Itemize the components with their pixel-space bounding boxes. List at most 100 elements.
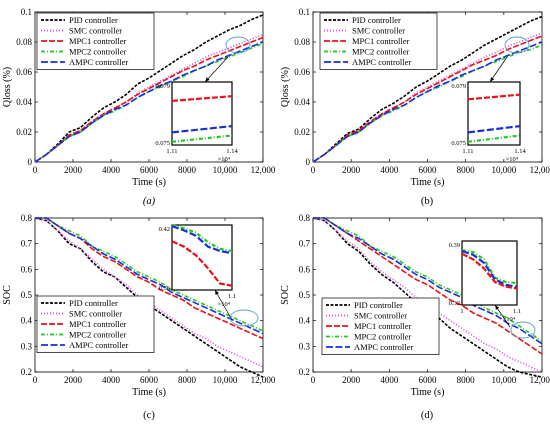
x-tick-label: 2000 xyxy=(342,165,361,175)
y-tick-label: 0.02 xyxy=(294,127,310,137)
x-axis-label: Time (s) xyxy=(132,177,166,188)
inset-y-tick-top: 0.39 xyxy=(449,242,460,249)
x-tick-label: 8000 xyxy=(178,375,197,385)
x-tick-label: 0 xyxy=(33,375,38,385)
legend-label-mpc2: MPC2 controller xyxy=(69,47,127,57)
legend-box xyxy=(319,12,438,70)
x-tick-label: 6000 xyxy=(140,375,159,385)
y-tick-label: 0.3 xyxy=(21,341,33,351)
legend-label-mpc1: MPC1 controller xyxy=(69,319,127,329)
x-tick-label: 12,000 xyxy=(530,165,550,175)
legend-label-smc: SMC controller xyxy=(352,26,405,36)
x-axis-label: Time (s) xyxy=(132,387,166,398)
inset-x-tick-label: 1.14 xyxy=(514,148,526,155)
legend-label-pid: PID controller xyxy=(352,15,401,25)
x-tick-label: 8000 xyxy=(457,375,476,385)
y-tick-label: 0.04 xyxy=(294,97,310,107)
legend-label-mpc1: MPC1 controller xyxy=(352,36,410,46)
series-line-ampc xyxy=(312,41,543,163)
legend-box xyxy=(321,297,440,355)
zoom-arrow-head xyxy=(215,290,219,295)
panel-caption: (c) xyxy=(143,410,155,421)
inset-line-mpc1 xyxy=(171,240,233,287)
inset-x-exponent: ×10⁴ xyxy=(218,301,231,308)
x-tick-label: 10,000 xyxy=(213,165,238,175)
y-axis-label: Qloss (%) xyxy=(2,67,13,107)
y-tick-label: 0 xyxy=(28,157,33,167)
y-tick-label: 0.02 xyxy=(16,127,32,137)
inset-x-tick-label: 1.11 xyxy=(166,148,177,155)
legend-label-ampc: AMPC controller xyxy=(354,342,413,352)
x-tick-label: 12,000 xyxy=(251,165,276,175)
chart-panel-2: 0 2000 4000 6000 8000 10,000 12,000 0 0.02 0.04 0.… xyxy=(280,7,550,207)
legend-label-pid: PID controller xyxy=(69,298,118,308)
inset-x-tick-label: 1.1 xyxy=(513,308,521,315)
legend-box xyxy=(36,12,155,70)
panel-caption: (a) xyxy=(143,196,156,207)
y-tick-label: 0.2 xyxy=(299,367,310,377)
inset-y-tick-top: 0.079 xyxy=(155,83,170,90)
y-tick-label: 0.08 xyxy=(294,37,310,47)
x-tick-label: 4000 xyxy=(380,375,399,385)
x-tick-label: 8000 xyxy=(457,165,476,175)
y-tick-label: 0.4 xyxy=(299,316,311,326)
x-tick-label: 4000 xyxy=(102,375,121,385)
series-line-ampc xyxy=(34,41,264,163)
inset-y-tick-bottom: 0.075 xyxy=(155,140,170,147)
series-line-mpc2 xyxy=(313,217,543,342)
y-tick-label: 0.8 xyxy=(299,213,311,223)
x-axis-label: Time (s) xyxy=(411,177,445,188)
inset-line-ampc xyxy=(171,125,233,134)
inset-line-mpc2 xyxy=(461,249,518,285)
x-tick-label: 0 xyxy=(311,375,316,385)
legend-label-ampc: AMPC controller xyxy=(69,57,128,67)
legend-label-mpc2: MPC2 controller xyxy=(354,332,412,342)
x-tick-label: 6000 xyxy=(140,165,159,175)
x-tick-label: 0 xyxy=(311,165,316,175)
chart-panel-3: 0 2000 4000 6000 8000 10,000 12,000 0.2 0.3 0.4 0.… xyxy=(2,213,276,421)
inset-frame xyxy=(461,240,518,306)
y-tick-label: 0.6 xyxy=(21,264,33,274)
x-tick-label: 12,000 xyxy=(251,375,276,385)
inset-y-tick-top: 0.42 xyxy=(159,226,170,233)
inset-x-tick-label: 1.14 xyxy=(226,148,238,155)
series-line-mpc1 xyxy=(34,36,264,163)
zoom-ellipse xyxy=(510,321,536,339)
zoom-arrow xyxy=(489,56,508,83)
inset-line-ampc xyxy=(171,225,233,255)
legend-label-mpc2: MPC2 controller xyxy=(352,47,410,57)
y-tick-label: 0 xyxy=(306,157,311,167)
series-line-ampc xyxy=(313,217,543,345)
y-tick-label: 0.06 xyxy=(16,67,32,77)
inset-line-mpc2 xyxy=(171,223,233,253)
series-line-smc xyxy=(34,33,264,163)
series-line-ampc xyxy=(35,217,264,335)
x-tick-label: 10,000 xyxy=(491,375,516,385)
series-line-mpc1 xyxy=(312,35,543,163)
inset-line-mpc1 xyxy=(171,95,233,102)
inset-x-exponent: ×10⁴ xyxy=(503,316,516,323)
legend-label-ampc: AMPC controller xyxy=(69,340,128,350)
x-tick-label: 0 xyxy=(33,165,38,175)
x-tick-label: 10,000 xyxy=(491,165,516,175)
inset-y-tick-bottom: 0.32 xyxy=(449,300,460,307)
x-tick-label: 12,000 xyxy=(530,375,550,385)
legend-box xyxy=(36,295,155,353)
legend-label-smc: SMC controller xyxy=(69,309,122,319)
zoom-arrow-head xyxy=(490,77,495,82)
inset-y-tick-bottom: 0.075 xyxy=(451,140,466,147)
inset-y-tick-bottom: 0.36 xyxy=(159,285,171,292)
inset-x-tick-label: 1.1 xyxy=(228,293,236,300)
y-tick-label: 0.6 xyxy=(299,264,311,274)
legend-label-smc: SMC controller xyxy=(354,311,407,321)
series-line-mpc2 xyxy=(34,42,264,163)
y-tick-label: 0.2 xyxy=(21,367,32,377)
inset-line-mpc1 xyxy=(467,93,521,101)
zoom-arrow-head xyxy=(205,77,210,82)
x-tick-label: 10,000 xyxy=(213,375,238,385)
x-tick-label: 2000 xyxy=(64,165,83,175)
y-tick-label: 0.5 xyxy=(299,290,311,300)
x-axis-label: Time (s) xyxy=(411,387,445,398)
inset-x-exponent: ×10⁴ xyxy=(218,156,231,163)
y-tick-label: 0.06 xyxy=(294,67,310,77)
